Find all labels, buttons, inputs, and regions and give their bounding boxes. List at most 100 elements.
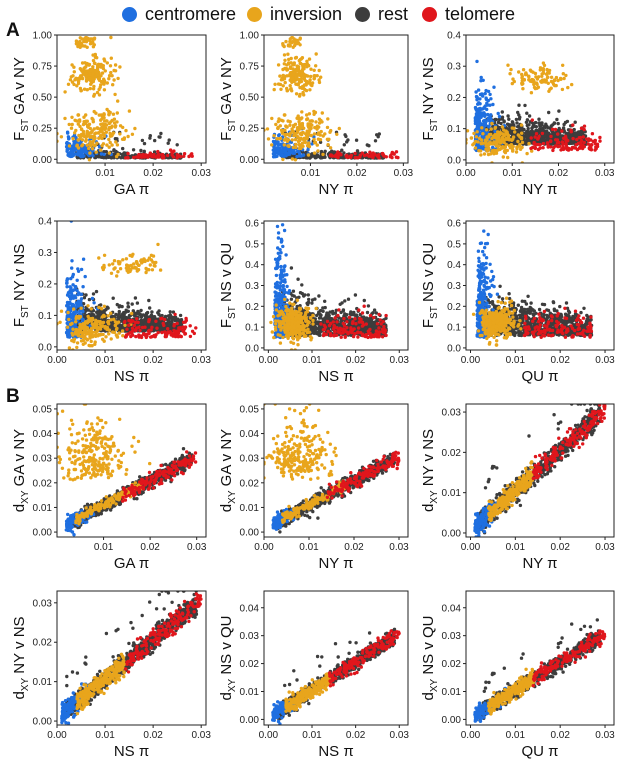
point-inversion	[87, 328, 92, 333]
point-telomere	[129, 334, 133, 339]
point-centromere	[99, 152, 104, 156]
point-inversion	[67, 122, 71, 127]
point-rest	[170, 320, 174, 324]
point-inversion	[121, 125, 125, 130]
point-inversion	[476, 140, 480, 144]
point-inversion	[97, 326, 101, 330]
point-rest	[150, 310, 154, 314]
point-inversion	[466, 129, 470, 133]
point-inversion	[67, 144, 72, 148]
point-inversion	[515, 146, 519, 151]
point-inversion	[518, 142, 522, 147]
point-inversion	[116, 259, 121, 264]
point-inversion	[546, 70, 550, 75]
point-telomere	[566, 139, 570, 143]
point-inversion	[120, 329, 125, 333]
point-centromere	[476, 122, 480, 126]
point-rest	[121, 153, 125, 158]
point-telomere	[593, 148, 597, 152]
point-inversion	[69, 126, 74, 130]
point-inversion	[75, 84, 79, 88]
point-inversion	[521, 87, 525, 91]
point-inversion	[283, 80, 287, 85]
point-inversion	[109, 35, 113, 40]
point-rest	[120, 314, 124, 318]
point-telomere	[349, 155, 353, 160]
point-inversion	[285, 125, 289, 129]
point-inversion	[290, 157, 295, 161]
point-inversion	[92, 109, 96, 114]
point-inversion	[272, 134, 276, 138]
point-inversion	[88, 86, 93, 91]
point-inversion	[95, 72, 100, 77]
point-inversion	[278, 136, 283, 141]
point-inversion	[566, 85, 570, 90]
point-inversion	[77, 316, 81, 320]
point-inversion	[513, 130, 517, 134]
point-telomere	[578, 135, 583, 140]
point-rest	[81, 302, 86, 306]
point-inversion	[545, 67, 549, 72]
point-inversion	[302, 93, 306, 97]
point-rest	[157, 135, 161, 139]
point-inversion	[111, 330, 115, 334]
point-telomere	[175, 153, 179, 157]
point-inversion	[107, 74, 112, 78]
point-rest	[507, 117, 511, 121]
point-inversion	[109, 337, 113, 341]
point-inversion	[512, 126, 516, 130]
point-inversion	[89, 307, 94, 311]
point-inversion	[90, 116, 94, 121]
point-inversion	[105, 327, 109, 332]
point-inversion	[291, 76, 295, 80]
point-telomere	[356, 156, 360, 160]
point-inversion	[100, 122, 105, 126]
point-inversion	[285, 74, 289, 78]
point-inversion	[74, 320, 78, 324]
point-centromere	[479, 75, 483, 80]
point-centromere	[297, 154, 302, 158]
point-inversion	[491, 134, 496, 139]
point-telomere	[557, 140, 561, 145]
point-inversion	[537, 75, 541, 79]
legend-swatch-rest	[355, 6, 370, 22]
point-rest	[168, 325, 173, 330]
point-inversion	[469, 136, 474, 140]
y-tick-label: 0.3	[447, 62, 461, 73]
point-inversion	[529, 91, 534, 95]
point-inversion	[59, 135, 64, 139]
point-rest	[102, 156, 106, 160]
point-inversion	[312, 74, 316, 78]
point-inversion	[88, 142, 92, 147]
point-rest	[525, 118, 530, 122]
point-telomere	[154, 155, 159, 159]
point-telomere	[124, 334, 128, 339]
point-inversion	[283, 66, 287, 71]
point-inversion	[511, 77, 515, 81]
point-centromere	[73, 139, 77, 144]
point-inversion	[292, 70, 296, 74]
point-telomere	[125, 327, 129, 331]
y-tick-label: 0.50	[33, 93, 53, 104]
point-inversion	[70, 321, 74, 326]
y-tick-label: 0.25	[33, 124, 53, 135]
point-inversion	[318, 133, 322, 137]
point-inversion	[280, 131, 285, 135]
point-inversion	[121, 258, 125, 262]
point-centromere	[476, 144, 481, 149]
point-inversion	[294, 145, 298, 150]
scatter-panel-4: 0.00.10.20.30.40.50.60.00 0.01 0.02 0.03NS …	[218, 219, 409, 385]
point-inversion	[295, 38, 299, 43]
point-telomere	[564, 141, 568, 146]
point-inversion	[80, 144, 84, 148]
point-inversion	[540, 72, 544, 76]
point-inversion	[295, 82, 300, 86]
point-inversion	[92, 333, 97, 338]
point-inversion	[292, 43, 297, 48]
point-inversion	[288, 71, 293, 75]
point-inversion	[78, 86, 83, 91]
point-telomere	[572, 146, 576, 150]
point-rest	[537, 121, 542, 125]
scatter-points-0	[57, 35, 194, 162]
point-inversion	[133, 126, 137, 131]
